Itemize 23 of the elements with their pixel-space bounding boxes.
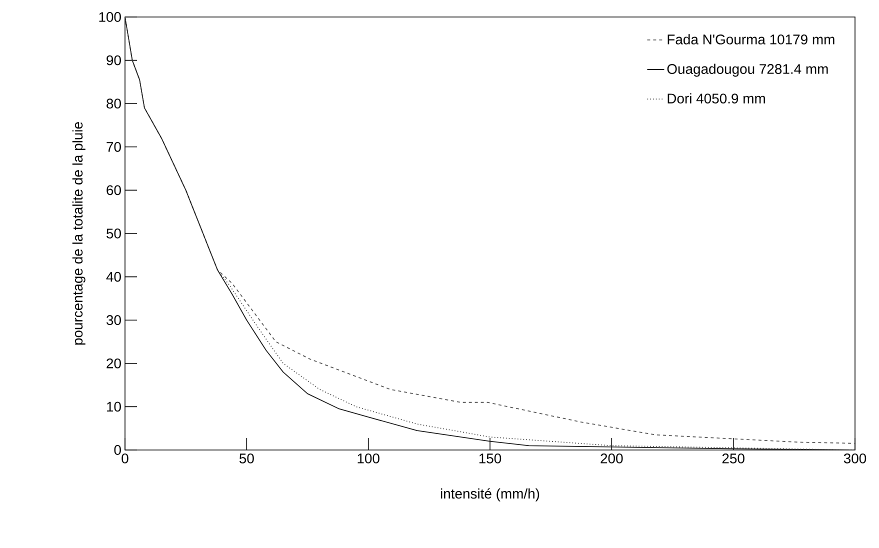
y-tick-label: 50 bbox=[106, 228, 121, 238]
y-tick-label: 0 bbox=[114, 445, 121, 455]
y-tick-label: 70 bbox=[106, 142, 121, 152]
y-tick-label: 20 bbox=[106, 358, 121, 368]
y-tick-label: 10 bbox=[107, 402, 121, 412]
y-tick-label: 90 bbox=[106, 55, 121, 66]
x-tick-label: 100 bbox=[358, 454, 380, 464]
x-axis-title: intensité (mm/h) bbox=[440, 488, 540, 502]
x-tick-label: 0 bbox=[122, 454, 128, 464]
x-tick-label: 300 bbox=[844, 454, 866, 464]
legend-label: Ouagadougou 7281.4 mm bbox=[667, 64, 828, 77]
x-tick-label: 150 bbox=[479, 454, 502, 464]
y-tick-label: 60 bbox=[106, 185, 121, 196]
y-tick-label: 30 bbox=[106, 315, 121, 326]
y-tick-label: 40 bbox=[106, 272, 121, 282]
y-tick-label: 100 bbox=[99, 12, 121, 22]
x-tick-label: 200 bbox=[600, 454, 623, 464]
x-tick-label: 50 bbox=[239, 454, 254, 464]
legend-label: Fada N'Gourma 10179 mm bbox=[668, 34, 834, 44]
y-tick-label: 80 bbox=[106, 98, 121, 109]
y-axis-title: pourcentage de la totalite de la pluie bbox=[72, 122, 86, 345]
x-tick-label: 250 bbox=[722, 454, 744, 464]
legend-label: Dori 4050.9 mm bbox=[668, 93, 765, 104]
